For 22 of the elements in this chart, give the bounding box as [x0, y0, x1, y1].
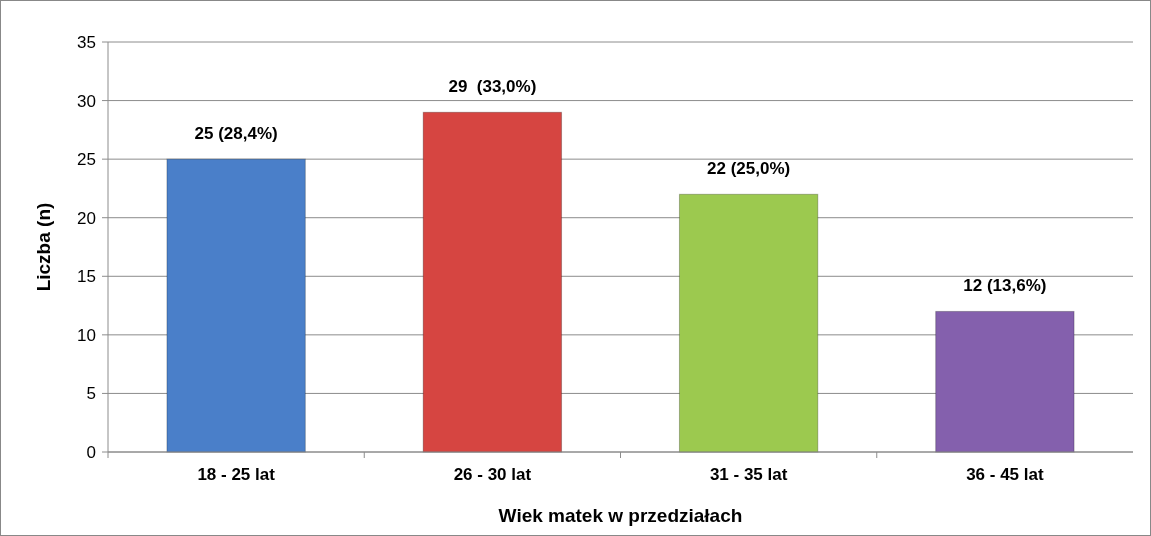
bar [422, 111, 563, 453]
y-tick-label: 25 [77, 150, 96, 170]
y-tick-label: 20 [77, 208, 96, 228]
bar [678, 193, 819, 453]
x-tick-label: 26 - 30 lat [453, 465, 532, 484]
y-tick-label: 10 [77, 325, 96, 345]
y-tick-label: 15 [77, 267, 96, 287]
y-axis-title: Liczba (n) [33, 202, 54, 292]
y-tick-label: 5 [86, 384, 96, 404]
data-label: 25 (28,4%) [194, 124, 278, 144]
x-axis-title: Wiek matek w przedziałach [498, 505, 743, 526]
y-tick-label: 0 [86, 442, 96, 462]
x-tick-label: 31 - 35 lat [709, 465, 788, 484]
x-tick-label: 36 - 45 lat [966, 465, 1044, 484]
y-tick-label: 30 [77, 91, 96, 111]
data-label: 22 (25,0%) [707, 159, 791, 179]
y-tick-label: 35 [77, 32, 96, 52]
x-tick-label: 18 - 25 lat [197, 465, 276, 484]
bar [166, 158, 306, 453]
data-label: 12 (13,6%) [963, 276, 1047, 296]
data-label: 29 (33,0%) [448, 77, 537, 97]
bar [935, 310, 1075, 453]
